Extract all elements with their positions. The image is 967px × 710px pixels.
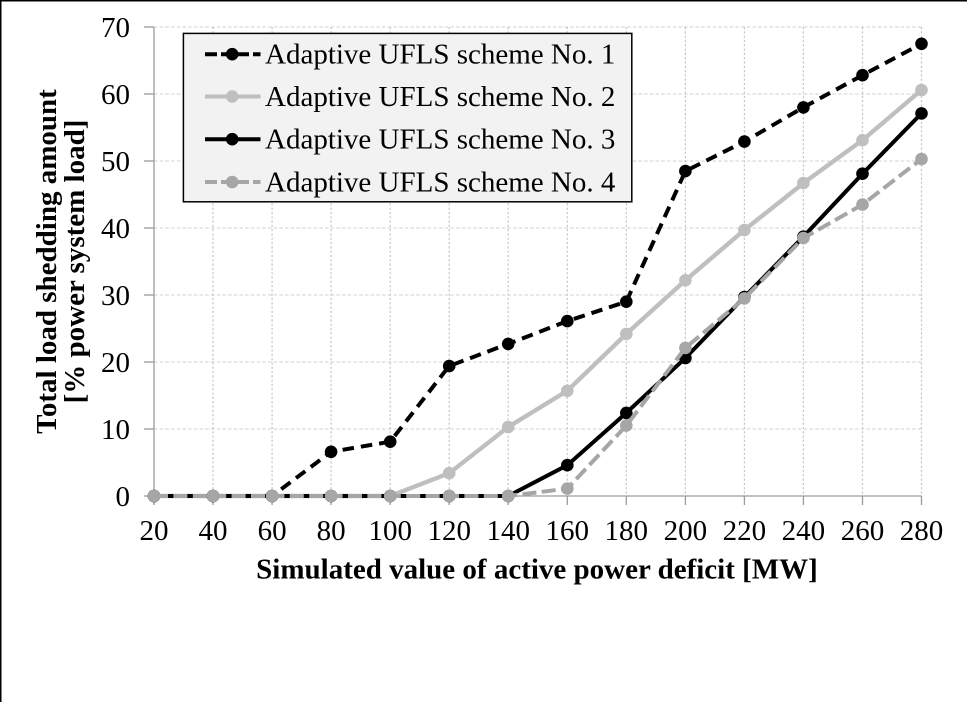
svg-text:10: 10 [101,414,130,446]
svg-text:20: 20 [101,347,130,379]
svg-text:Adaptive UFLS scheme No. 3: Adaptive UFLS scheme No. 3 [265,124,615,156]
svg-text:0: 0 [116,481,131,513]
svg-text:Simulated value of active powe: Simulated value of active power deficit … [256,554,818,586]
svg-text:30: 30 [101,280,130,312]
svg-text:60: 60 [258,515,287,547]
svg-text:200: 200 [664,515,708,547]
svg-text:Adaptive UFLS scheme No. 1: Adaptive UFLS scheme No. 1 [265,39,615,71]
svg-text:100: 100 [368,515,412,547]
svg-text:Adaptive UFLS scheme No. 4: Adaptive UFLS scheme No. 4 [265,166,616,198]
svg-text:140: 140 [486,515,530,547]
svg-text:160: 160 [546,515,590,547]
svg-text:260: 260 [841,515,885,547]
svg-text:70: 70 [101,12,130,44]
svg-text:240: 240 [782,515,826,547]
svg-text:20: 20 [140,515,169,547]
svg-text:60: 60 [101,79,130,111]
svg-text:Adaptive UFLS scheme No. 2: Adaptive UFLS scheme No. 2 [265,81,615,113]
svg-text:80: 80 [317,515,346,547]
svg-text:Total load shedding amount: Total load shedding amount [31,89,63,434]
svg-text:[% power system load]: [% power system load] [59,120,91,404]
svg-text:50: 50 [101,146,130,178]
svg-text:40: 40 [101,213,130,245]
svg-text:220: 220 [723,515,767,547]
svg-text:40: 40 [199,515,228,547]
svg-text:120: 120 [427,515,471,547]
svg-text:280: 280 [900,515,944,547]
svg-text:180: 180 [605,515,649,547]
